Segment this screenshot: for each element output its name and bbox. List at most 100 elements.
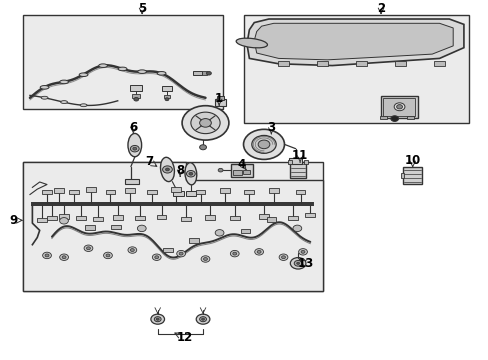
Bar	[195, 189, 205, 194]
Text: 2: 2	[376, 3, 385, 15]
Circle shape	[196, 314, 209, 324]
Text: 6: 6	[129, 121, 137, 134]
Circle shape	[179, 252, 183, 255]
Circle shape	[103, 252, 112, 258]
Ellipse shape	[40, 86, 49, 89]
Ellipse shape	[41, 96, 48, 99]
Bar	[125, 179, 139, 184]
Bar	[76, 216, 86, 220]
Bar	[290, 162, 305, 178]
Bar	[188, 238, 198, 243]
Circle shape	[86, 247, 90, 250]
Circle shape	[162, 166, 172, 173]
Bar	[181, 217, 190, 221]
Text: 12: 12	[177, 331, 193, 344]
Bar	[202, 71, 206, 75]
Text: 3: 3	[267, 121, 275, 134]
Circle shape	[281, 256, 285, 258]
Bar	[394, 60, 406, 66]
Bar	[37, 218, 47, 222]
Circle shape	[84, 245, 93, 252]
Bar	[54, 188, 64, 193]
Bar	[132, 94, 140, 98]
Circle shape	[301, 251, 305, 253]
Circle shape	[106, 254, 110, 257]
Bar	[173, 191, 183, 196]
Ellipse shape	[157, 72, 165, 75]
Bar	[205, 215, 215, 220]
Circle shape	[130, 249, 134, 252]
Bar	[86, 187, 96, 192]
Bar	[268, 188, 278, 193]
Bar	[288, 216, 298, 220]
Bar	[59, 214, 69, 219]
Circle shape	[188, 172, 192, 175]
Circle shape	[199, 118, 211, 127]
Text: 11: 11	[291, 149, 307, 162]
Text: 10: 10	[404, 154, 420, 167]
Circle shape	[137, 225, 146, 231]
Bar	[383, 98, 414, 116]
Circle shape	[186, 171, 195, 177]
Circle shape	[182, 106, 228, 140]
Bar	[130, 85, 142, 91]
Ellipse shape	[80, 104, 87, 107]
Bar	[316, 60, 328, 66]
Circle shape	[243, 129, 284, 159]
Bar	[240, 229, 250, 233]
Bar	[113, 215, 122, 220]
Ellipse shape	[79, 73, 88, 77]
Circle shape	[133, 147, 137, 150]
Bar	[243, 170, 249, 175]
Bar	[380, 96, 417, 117]
Polygon shape	[254, 23, 452, 60]
Circle shape	[290, 257, 305, 269]
Circle shape	[164, 98, 168, 101]
Bar	[147, 189, 157, 194]
Bar	[157, 215, 166, 219]
Circle shape	[156, 318, 159, 320]
Circle shape	[199, 145, 206, 150]
Text: 1: 1	[215, 92, 223, 105]
Bar	[355, 60, 366, 66]
Bar	[402, 167, 422, 184]
Circle shape	[152, 254, 161, 260]
Bar	[171, 187, 181, 192]
Bar	[406, 116, 413, 119]
Bar	[85, 225, 95, 230]
Polygon shape	[22, 162, 322, 291]
Bar	[304, 160, 307, 164]
Circle shape	[218, 168, 223, 172]
Bar	[217, 96, 224, 100]
Circle shape	[230, 251, 239, 257]
Circle shape	[176, 251, 185, 257]
Bar	[111, 225, 121, 229]
Circle shape	[165, 168, 169, 171]
Circle shape	[201, 256, 209, 262]
Bar	[233, 170, 242, 175]
Bar	[288, 160, 292, 164]
Bar	[185, 191, 195, 196]
Bar	[93, 217, 103, 221]
Circle shape	[45, 254, 49, 257]
Ellipse shape	[236, 38, 267, 48]
Bar	[244, 15, 468, 123]
Circle shape	[215, 230, 224, 236]
Circle shape	[199, 317, 206, 322]
Ellipse shape	[118, 67, 127, 71]
Circle shape	[294, 260, 302, 266]
Bar	[220, 188, 229, 193]
Bar	[163, 95, 170, 98]
Bar	[277, 60, 289, 66]
Circle shape	[296, 262, 299, 264]
Circle shape	[128, 247, 137, 253]
Circle shape	[258, 140, 269, 149]
Bar	[244, 189, 254, 194]
Circle shape	[292, 225, 301, 231]
Circle shape	[190, 112, 220, 134]
Bar	[289, 158, 302, 164]
Circle shape	[298, 249, 307, 255]
Bar	[305, 213, 315, 217]
Bar	[400, 174, 404, 178]
Ellipse shape	[184, 163, 196, 185]
